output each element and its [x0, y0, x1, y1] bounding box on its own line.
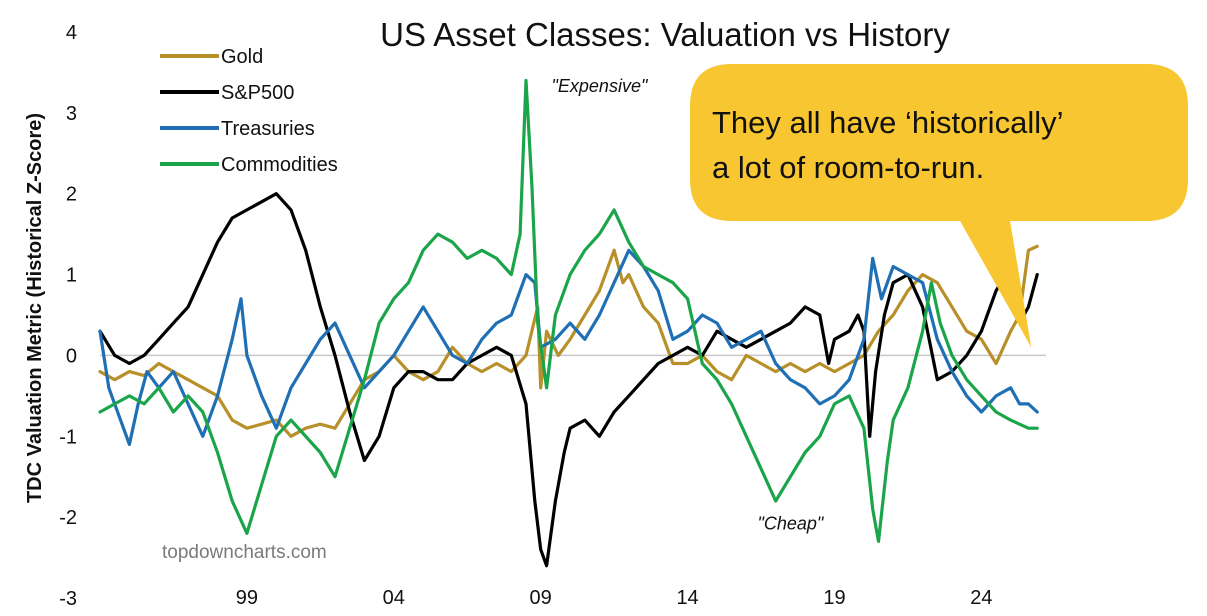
- y-tick-label: 1: [66, 265, 77, 287]
- legend: Gold S&P500 Treasuries Commodities: [160, 46, 338, 176]
- y-axis-ticks: 4 3 2 1 0 -1 -2 -3: [59, 22, 77, 610]
- x-tick-label: 09: [530, 587, 552, 609]
- annotation-label: "Expensive": [552, 76, 649, 96]
- y-tick-label: -1: [59, 426, 77, 448]
- callout-shape: [690, 64, 1188, 348]
- x-tick-label: 04: [383, 587, 405, 609]
- y-tick-label: 0: [66, 345, 77, 367]
- x-tick-label: 19: [823, 587, 845, 609]
- series-line-s-p500: [98, 192, 1039, 568]
- source-label: topdowncharts.com: [162, 542, 327, 563]
- legend-label: Commodities: [221, 154, 338, 176]
- callout-line-2: a lot of room-to-run.: [712, 150, 984, 185]
- y-tick-label: -3: [59, 588, 77, 610]
- chart-title: US Asset Classes: Valuation vs History: [380, 16, 950, 53]
- x-tick-label: 24: [970, 587, 992, 609]
- y-axis-label: TDC Valuation Metric (Historical Z-Score…: [24, 113, 46, 503]
- series-line-gold: [98, 244, 1039, 438]
- y-tick-label: -2: [59, 507, 77, 529]
- x-axis-ticks: 99 04 09 14 19 24: [236, 587, 993, 609]
- callout-line-1: They all have ‘historically’: [712, 105, 1063, 140]
- y-tick-label: 3: [66, 103, 77, 125]
- series-line-treasuries: [98, 248, 1039, 446]
- y-tick-label: 2: [66, 184, 77, 206]
- series-layer: [98, 78, 1039, 568]
- annotation-label: "Cheap": [757, 513, 824, 533]
- x-tick-label: 99: [236, 587, 258, 609]
- legend-label: S&P500: [221, 82, 294, 104]
- legend-label: Treasuries: [221, 118, 315, 140]
- series-line-commodities: [98, 78, 1039, 543]
- y-tick-label: 4: [66, 22, 77, 44]
- callout-bubble: They all have ‘historically’ a lot of ro…: [690, 64, 1188, 348]
- legend-label: Gold: [221, 46, 263, 68]
- annotations: "Expensive" "Cheap": [552, 76, 825, 533]
- x-tick-label: 14: [676, 587, 698, 609]
